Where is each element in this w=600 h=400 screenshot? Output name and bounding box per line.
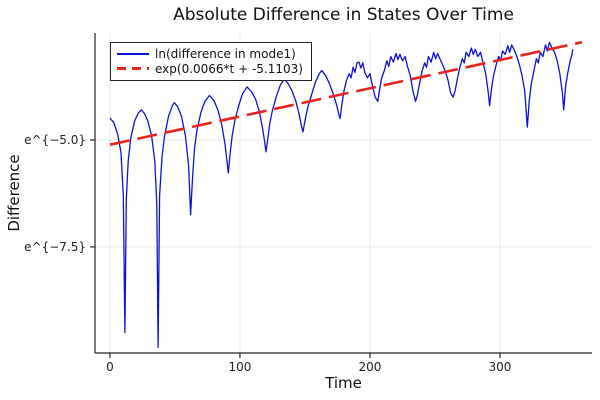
chart-title: Absolute Difference in States Over Time [173, 5, 514, 25]
x-tick-label: 100 [228, 360, 251, 374]
y-tick-label: e^{−5.0} [24, 133, 86, 147]
red-fit-line [109, 40, 583, 146]
legend-solid-line-sample [117, 52, 149, 55]
y-axis-label-text: Difference [5, 154, 23, 232]
x-tick-label: 0 [106, 360, 114, 374]
x-tick-label: 300 [489, 360, 512, 374]
x-tick-label: 200 [359, 360, 382, 374]
legend-label: ln(difference in mode1) [155, 46, 296, 61]
legend-dashed-line-sample [117, 67, 149, 70]
legend-label: exp(0.0066*t + -5.1103) [155, 61, 303, 76]
legend: ln(difference in mode1) exp(0.0066*t + -… [110, 42, 312, 81]
x-axis-label: Time [325, 374, 362, 392]
blue-series-line [109, 41, 574, 349]
legend-entry: ln(difference in mode1) [117, 46, 303, 61]
y-tick-label: e^{−7.5} [24, 240, 86, 254]
legend-entry: exp(0.0066*t + -5.1103) [117, 61, 303, 76]
